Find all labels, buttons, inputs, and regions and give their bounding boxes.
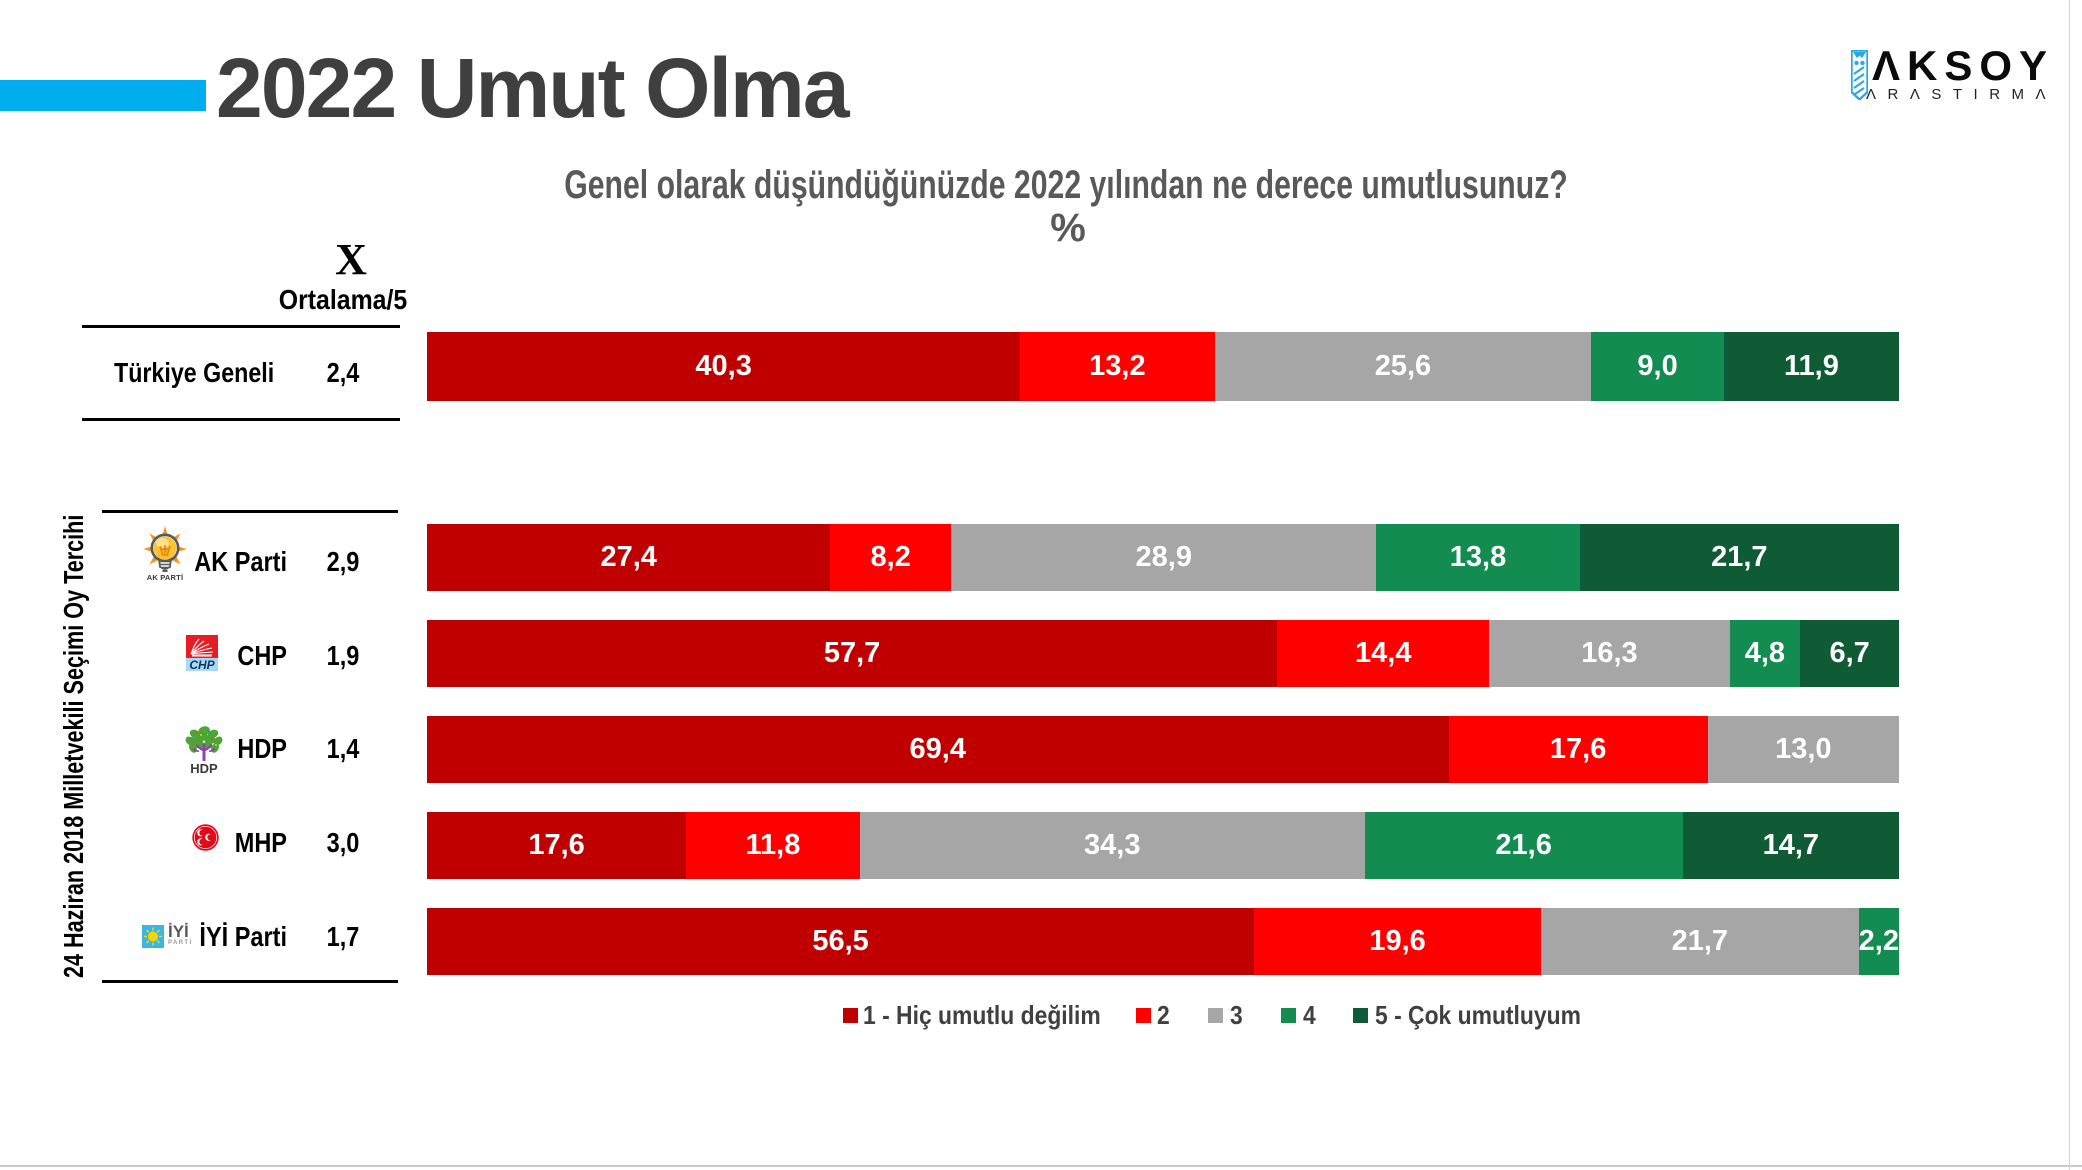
svg-text:CHP: CHP — [189, 658, 215, 671]
